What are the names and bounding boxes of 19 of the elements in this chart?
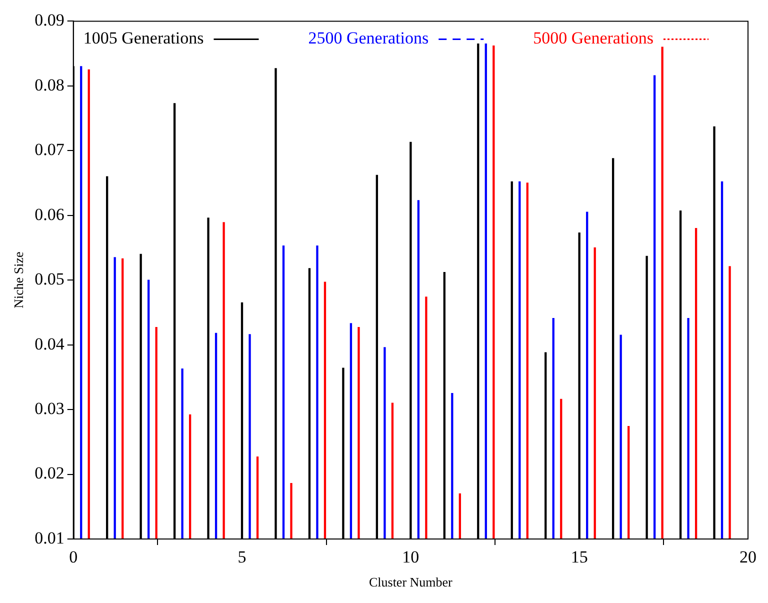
y-tick-label: 0.03 [34, 399, 64, 418]
y-tick-label: 0.05 [34, 270, 64, 289]
x-tick-label: 10 [402, 548, 420, 567]
y-tick-label: 0.06 [34, 204, 64, 224]
y-tick-label: 0.09 [34, 10, 64, 30]
legend-label: 2500 Generations [308, 28, 429, 48]
legend-label: 1005 Generations [83, 28, 204, 48]
y-axis-title: Niche Size [11, 252, 26, 308]
x-tick-label: 15 [570, 548, 588, 567]
y-tick-label: 0.04 [34, 334, 65, 354]
y-tick-label: 0.08 [34, 75, 64, 94]
x-tick-label: 20 [740, 548, 756, 567]
x-tick-label: 5 [238, 548, 246, 567]
legend-label: 5000 Generations [533, 28, 654, 48]
y-tick-label: 0.01 [34, 528, 64, 548]
y-tick-label: 0.07 [34, 140, 65, 160]
x-axis-title: Cluster Number [368, 574, 454, 590]
x-tick-label: 0 [69, 548, 78, 567]
y-tick-label: 0.02 [34, 464, 64, 483]
